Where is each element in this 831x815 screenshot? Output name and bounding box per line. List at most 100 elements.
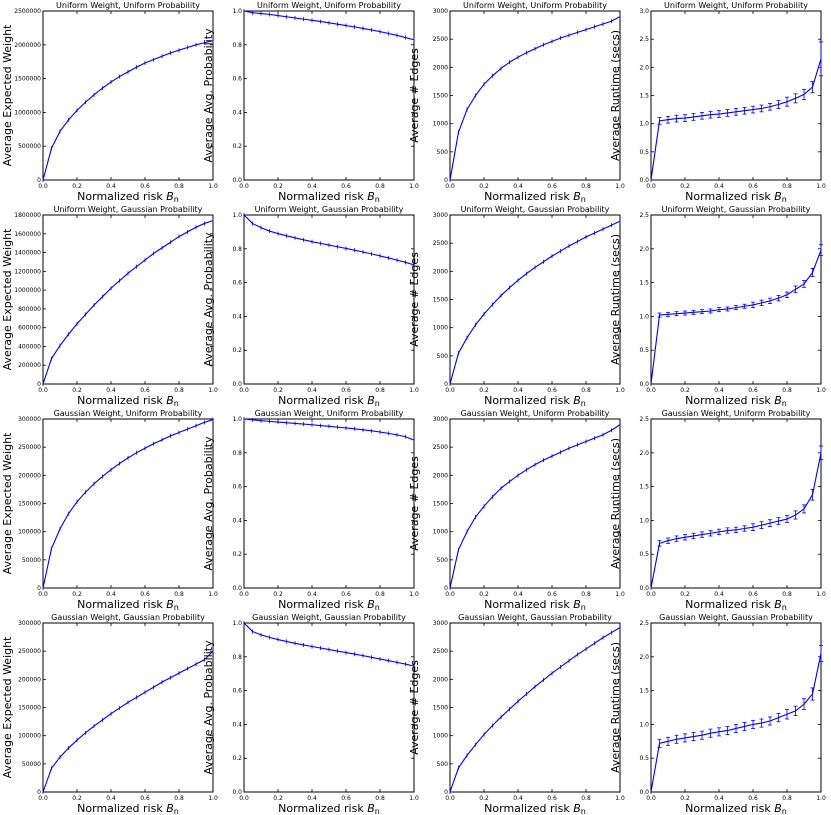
y-tick-label: 500 [437, 353, 449, 360]
x-tick-label: 0.4 [513, 387, 523, 394]
y-tick-label: 0 [444, 585, 448, 592]
x-axis-label: Normalized risk Bn [278, 394, 380, 408]
plot-title: Gaussian Weight, Gaussian Probability [458, 613, 612, 622]
y-tick-label: 1.0 [639, 517, 649, 524]
x-tick-label: 0.8 [581, 795, 591, 802]
y-tick-label: 2.0 [639, 246, 649, 253]
x-tick-label: 0.6 [748, 795, 758, 802]
x-label-text: Normalized risk [685, 802, 774, 815]
plot-title: Uniform Weight, Uniform Probability [463, 1, 607, 10]
x-tick-label: 0.6 [341, 591, 351, 598]
y-tick-label: 1200000 [14, 268, 41, 275]
y-tick-label: 1000000 [14, 109, 41, 116]
y-tick-label: 1000 [433, 733, 448, 740]
plot-title: Uniform Weight, Uniform Probability [664, 1, 808, 10]
x-axis-label: Normalized risk Bn [484, 190, 586, 204]
x-label-text: Normalized risk [278, 802, 367, 815]
y-tick-label: 3000 [433, 620, 448, 627]
series-line [449, 16, 621, 181]
y-tick-label: 0 [444, 381, 448, 388]
x-tick-label: 0.0 [646, 183, 656, 190]
x-label-text: Normalized risk [685, 190, 774, 203]
y-tick-label: 500000 [18, 143, 41, 150]
y-tick-label: 0.2 [232, 755, 242, 762]
y-axis-label: Average Expected Weight [1, 24, 14, 166]
series-line [42, 220, 214, 385]
y-tick-label: 50000 [22, 761, 41, 768]
subplot-4-4: Gaussian Weight, Gaussian Probability 0.0… [609, 613, 826, 815]
y-tick-label: 200000 [18, 472, 41, 479]
x-tick-label: 0.8 [782, 795, 792, 802]
x-axis-label: Normalized risk Bn [77, 802, 179, 815]
series-line [449, 220, 621, 385]
x-label-var: B [573, 394, 581, 407]
y-tick-label: 300000 [18, 416, 41, 423]
x-tick-label: 0.0 [38, 591, 48, 598]
y-tick-label: 1400000 [14, 250, 41, 257]
x-axis-label: Normalized risk Bn [278, 190, 380, 204]
y-tick-label: 0.4 [232, 517, 242, 524]
y-axis-label: Average Avg. Probability [202, 232, 215, 367]
x-tick-label: 0.0 [445, 795, 455, 802]
x-tick-label: 0.6 [140, 591, 150, 598]
y-tick-label: 2.5 [639, 620, 649, 627]
y-tick-label: 2.5 [639, 36, 649, 43]
y-tick-label: 0.8 [232, 450, 242, 457]
y-tick-label: 2500000 [14, 8, 41, 15]
y-axis-label: Average Runtime (secs) [609, 234, 622, 365]
axes-frame [42, 214, 214, 385]
x-tick-label: 0.2 [72, 387, 82, 394]
y-tick-label: 0.6 [232, 76, 242, 83]
y-tick-label: 50000 [22, 557, 41, 564]
y-tick-label: 0.0 [639, 381, 649, 388]
y-tick-label: 1.5 [639, 484, 649, 491]
y-tick-label: 0.8 [232, 246, 242, 253]
y-tick-label: 1.0 [232, 416, 242, 423]
series-line [449, 424, 621, 589]
x-tick-label: 0.0 [38, 387, 48, 394]
x-axis-label: Normalized risk Bn [685, 802, 787, 815]
y-tick-label: 500 [437, 149, 449, 156]
y-tick-label: 2.0 [639, 654, 649, 661]
y-tick-label: 3.0 [639, 8, 649, 15]
x-label-sub: n [581, 399, 586, 408]
y-tick-label: 2.5 [639, 416, 649, 423]
x-tick-label: 0.4 [307, 591, 317, 598]
x-tick-label: 0.0 [239, 591, 249, 598]
x-tick-label: 1.0 [816, 795, 826, 802]
plot-title: Gaussian Weight, Uniform Probability [662, 409, 811, 418]
plot-title: Gaussian Weight, Uniform Probability [54, 409, 203, 418]
x-tick-label: 0.0 [38, 795, 48, 802]
x-tick-label: 1.0 [208, 795, 218, 802]
x-tick-label: 0.4 [513, 591, 523, 598]
plot-title: Gaussian Weight, Uniform Probability [255, 409, 404, 418]
x-tick-label: 1.0 [615, 795, 625, 802]
y-tick-label: 0.4 [232, 313, 242, 320]
y-axis-label: Average # Edges [408, 660, 421, 755]
x-tick-label: 0.2 [72, 183, 82, 190]
x-tick-label: 1.0 [409, 387, 419, 394]
x-tick-label: 0.0 [38, 183, 48, 190]
x-axis-label: Normalized risk Bn [685, 394, 787, 408]
plot-title: Gaussian Weight, Gaussian Probability [659, 613, 813, 622]
x-label-sub: n [174, 195, 179, 204]
x-label-sub: n [174, 807, 179, 815]
plot-title: Gaussian Weight, Gaussian Probability [252, 613, 406, 622]
x-tick-label: 1.0 [816, 591, 826, 598]
y-tick-label: 1000 [433, 529, 448, 536]
y-tick-label: 2000000 [14, 42, 41, 49]
y-axis-label: Average Runtime (secs) [609, 642, 622, 773]
axes-frame [650, 214, 822, 385]
subplot-4-1: Gaussian Weight, Gaussian Probability 0.0… [1, 613, 218, 815]
y-tick-label: 3000 [433, 8, 448, 15]
y-tick-label: 0.5 [639, 755, 649, 762]
x-tick-label: 0.4 [106, 183, 116, 190]
y-tick-label: 2000 [433, 64, 448, 71]
plot-title: Uniform Weight, Uniform Probability [257, 1, 401, 10]
x-tick-label: 1.0 [208, 591, 218, 598]
subplot-1-3: Uniform Weight, Uniform Probability 0.0 0.… [408, 1, 625, 204]
x-tick-label: 0.6 [748, 591, 758, 598]
x-axis-label: Normalized risk Bn [77, 394, 179, 408]
x-tick-label: 1.0 [208, 387, 218, 394]
